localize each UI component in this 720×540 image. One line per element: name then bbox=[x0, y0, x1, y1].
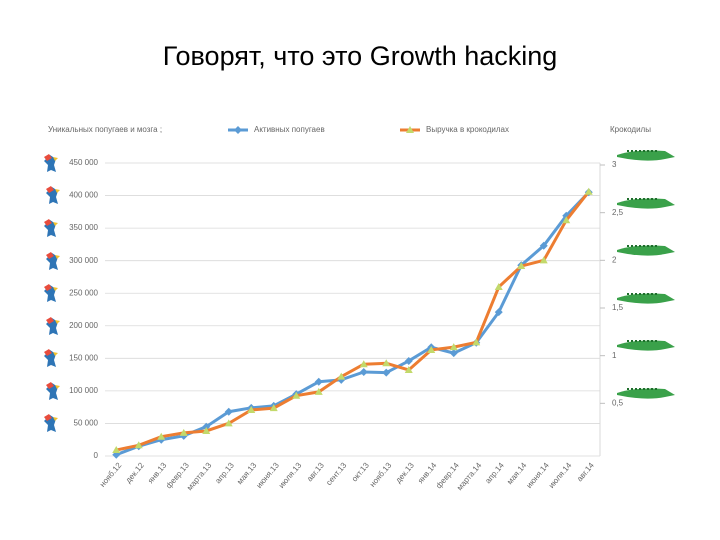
marker bbox=[337, 372, 346, 380]
marker bbox=[584, 187, 593, 195]
x-tick-label: апр.14 bbox=[483, 460, 506, 485]
marker bbox=[382, 359, 391, 367]
y2-tick-label: 1,5 bbox=[612, 303, 624, 312]
x-tick-label: авг.14 bbox=[575, 460, 596, 483]
marker bbox=[539, 256, 548, 264]
y2-axis-label: Крокодилы bbox=[610, 125, 651, 134]
y-tick-label: 350 000 bbox=[69, 223, 98, 232]
marker bbox=[179, 428, 188, 436]
marker bbox=[292, 391, 301, 399]
x-tick-label: нояб.13 bbox=[368, 460, 394, 488]
y2-tick-label: 1 bbox=[612, 351, 617, 360]
marker bbox=[112, 446, 121, 454]
marker bbox=[359, 360, 368, 368]
x-tick-label: июля.14 bbox=[547, 460, 574, 490]
x-tick-label: марта.14 bbox=[455, 460, 484, 492]
y-tick-label: 0 bbox=[94, 451, 99, 460]
marker bbox=[314, 387, 323, 395]
x-tick-label: дек.12 bbox=[124, 460, 147, 484]
x-tick-label: окт.13 bbox=[350, 460, 371, 483]
series-line bbox=[115, 191, 590, 457]
x-tick-label: дек.13 bbox=[394, 460, 417, 484]
y-tick-label: 50 000 bbox=[74, 419, 99, 428]
marker bbox=[404, 356, 413, 365]
x-tick-label: марта.13 bbox=[185, 460, 214, 492]
x-tick-label: янв.14 bbox=[416, 460, 439, 485]
marker bbox=[539, 241, 548, 250]
marker bbox=[359, 368, 368, 377]
y-tick-label: 300 000 bbox=[69, 256, 98, 265]
marker bbox=[494, 308, 503, 317]
x-tick-label: сент.13 bbox=[324, 460, 348, 487]
marker bbox=[269, 404, 278, 412]
x-tick-label: апр.13 bbox=[213, 460, 236, 485]
marker bbox=[472, 338, 481, 346]
series-line bbox=[115, 190, 590, 452]
marker bbox=[494, 283, 503, 291]
title: Говорят, что это Growth hacking bbox=[163, 41, 558, 71]
y-tick-label: 100 000 bbox=[69, 386, 98, 395]
legend-label: Активных попугаев bbox=[254, 125, 325, 134]
marker bbox=[404, 365, 413, 373]
x-tick-label: июля.13 bbox=[277, 460, 304, 490]
y-tick-label: 400 000 bbox=[69, 191, 98, 200]
y-axis-label: Уникальных попугаев и мозга ; bbox=[48, 125, 162, 134]
x-tick-label: нояб.12 bbox=[98, 460, 124, 488]
y2-tick-label: 0,5 bbox=[612, 398, 624, 407]
marker bbox=[406, 126, 414, 133]
marker bbox=[449, 349, 458, 358]
marker bbox=[382, 368, 391, 377]
y-tick-label: 150 000 bbox=[69, 353, 98, 362]
y-tick-label: 200 000 bbox=[69, 321, 98, 330]
x-tick-label: янв.13 bbox=[146, 460, 169, 485]
marker bbox=[314, 377, 323, 386]
y2-tick-label: 3 bbox=[612, 160, 617, 169]
x-tick-label: авг.13 bbox=[305, 460, 326, 483]
marker bbox=[202, 426, 211, 434]
icons bbox=[44, 149, 676, 432]
marker bbox=[134, 441, 143, 449]
marker bbox=[449, 343, 458, 351]
legend-label: Выручка в крокодилах bbox=[426, 125, 509, 134]
marker bbox=[224, 407, 233, 416]
y2-tick-label: 2,5 bbox=[612, 208, 624, 217]
marker bbox=[517, 262, 526, 270]
y-tick-label: 450 000 bbox=[69, 158, 98, 167]
y2-tick-label: 2 bbox=[612, 255, 617, 264]
marker bbox=[224, 419, 233, 427]
marker bbox=[427, 345, 436, 353]
marker bbox=[157, 432, 166, 440]
y-tick-label: 250 000 bbox=[69, 288, 98, 297]
marker bbox=[202, 422, 211, 431]
marker bbox=[234, 126, 242, 134]
marker bbox=[247, 406, 256, 414]
marker bbox=[562, 216, 571, 224]
